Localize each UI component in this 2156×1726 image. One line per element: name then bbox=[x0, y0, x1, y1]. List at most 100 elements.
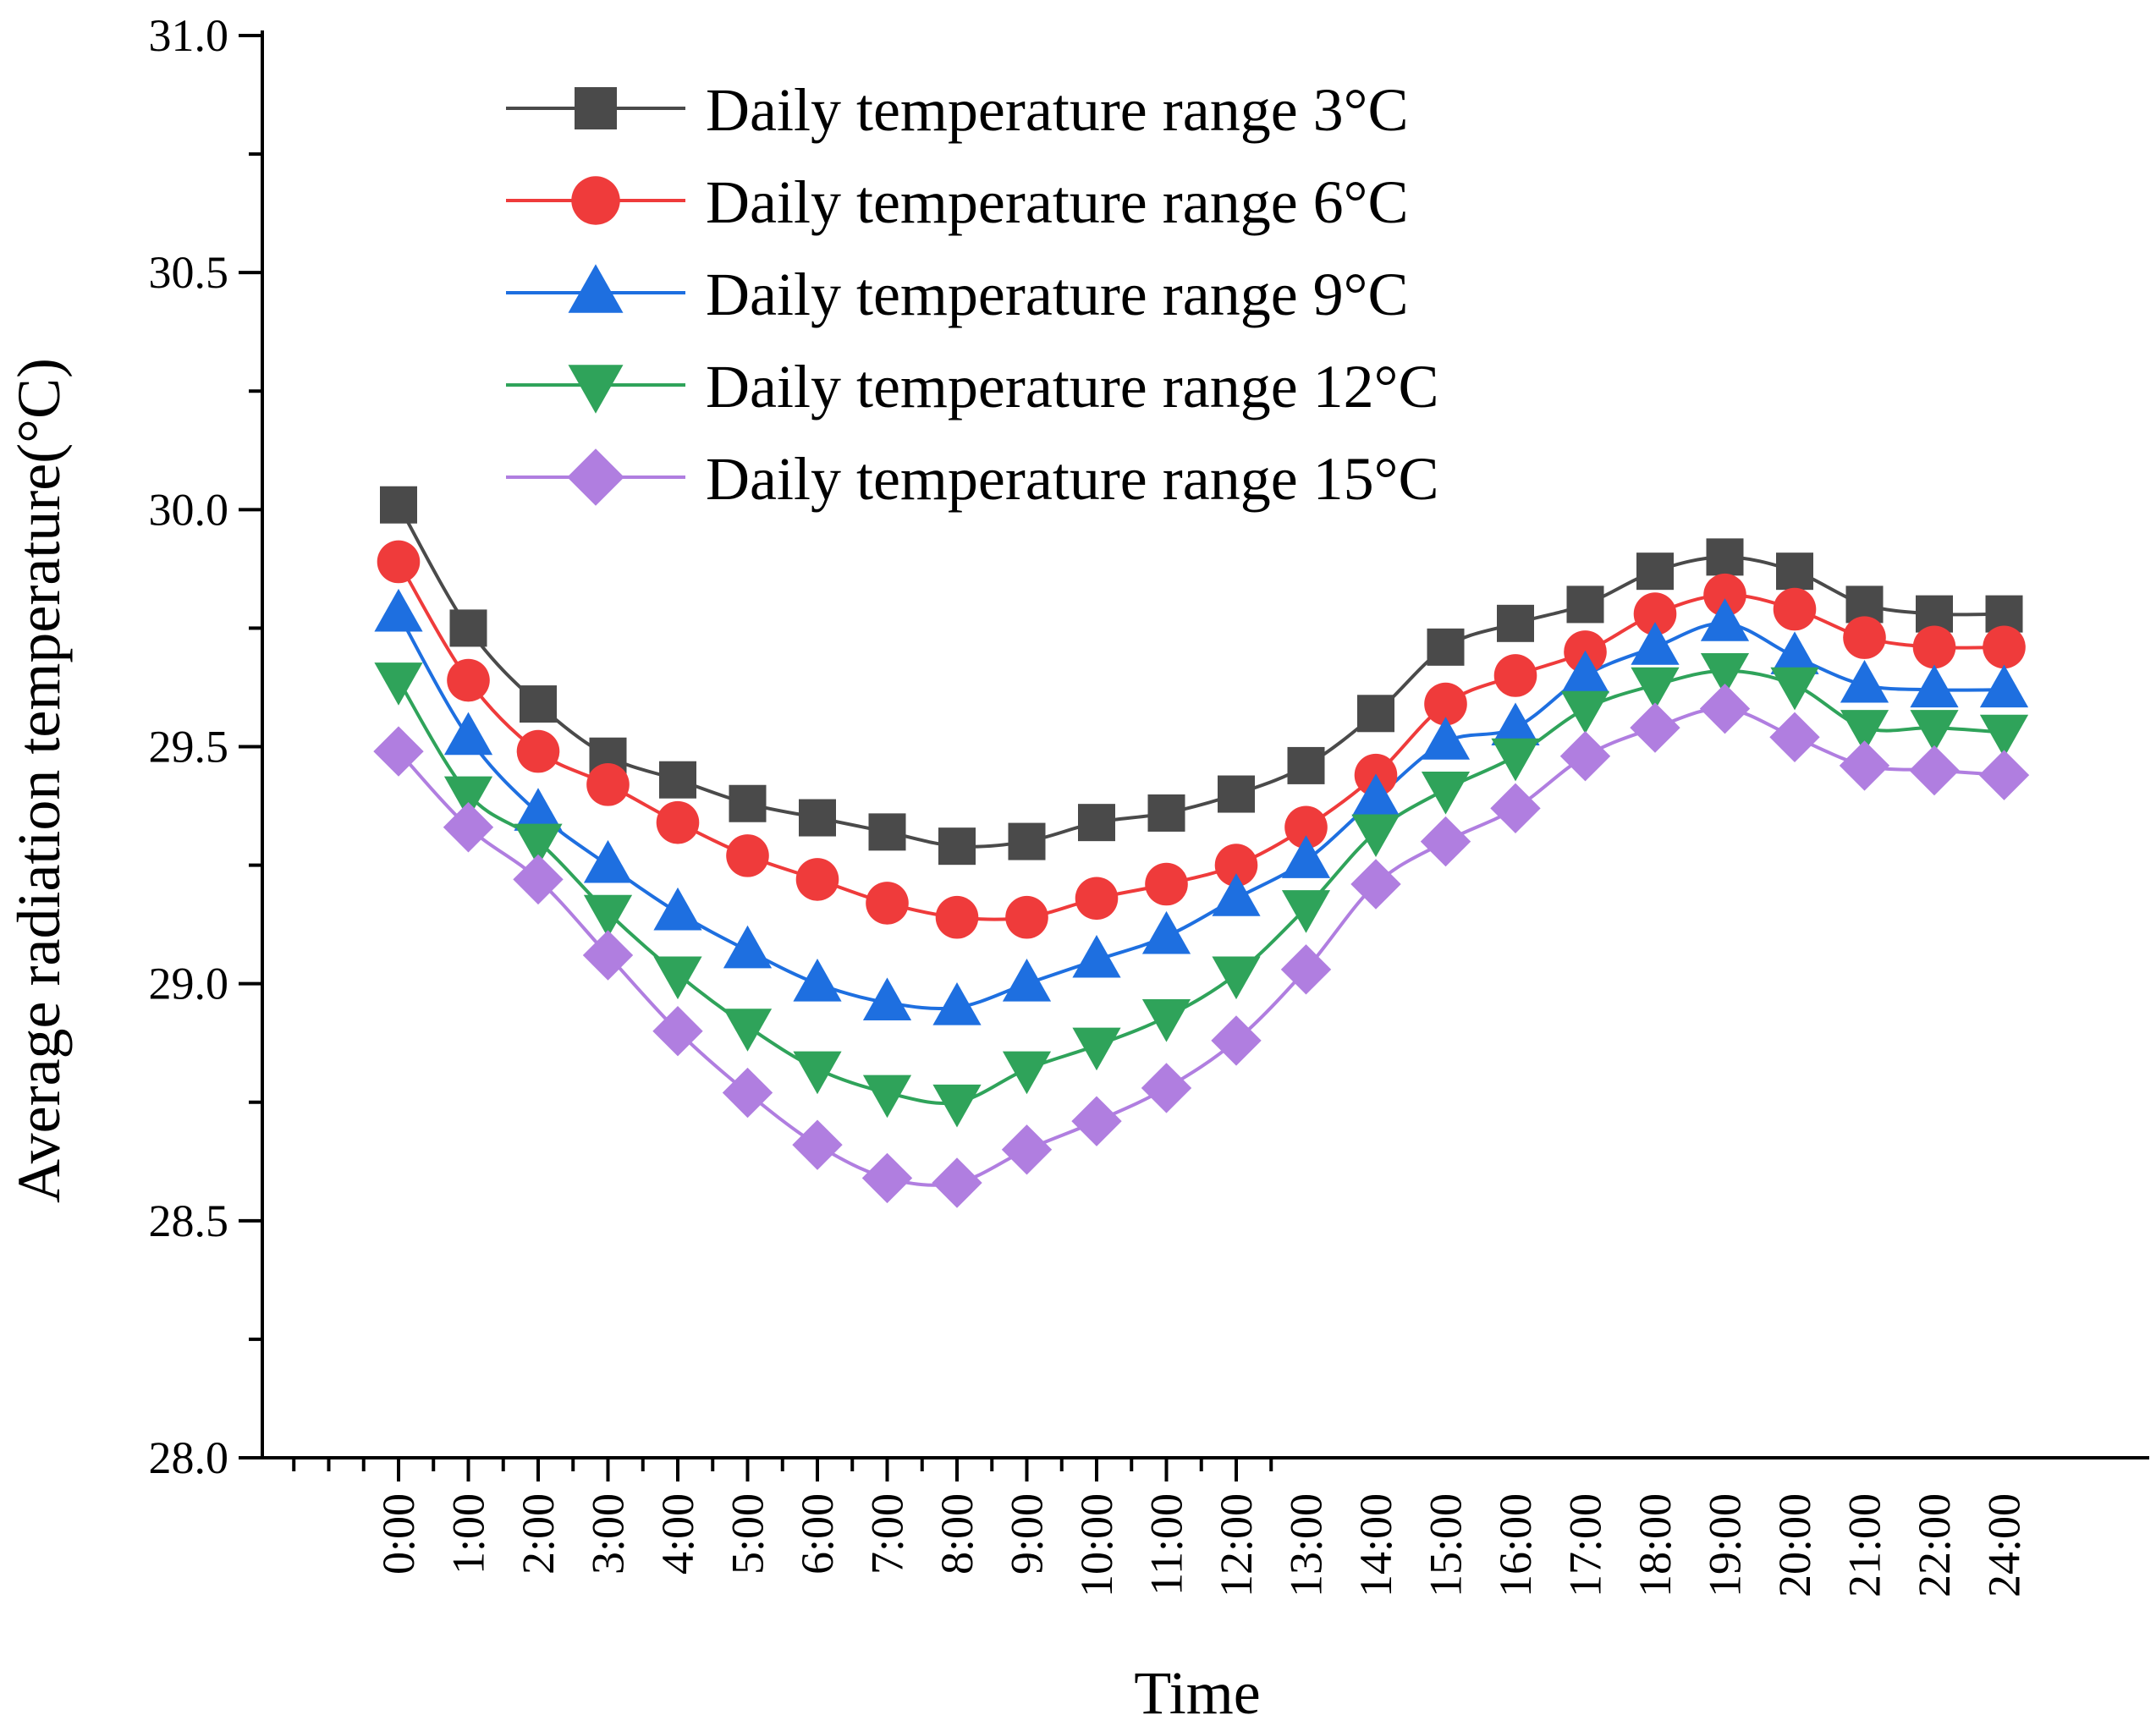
x-tick-label: 5:00 bbox=[723, 1493, 773, 1575]
data-point bbox=[1002, 958, 1052, 1002]
data-point bbox=[1770, 667, 1819, 711]
data-point bbox=[582, 930, 634, 981]
x-tick-label: 7:00 bbox=[862, 1493, 913, 1575]
x-tick-label: 14:00 bbox=[1350, 1493, 1401, 1597]
data-point bbox=[1001, 1124, 1053, 1175]
data-point bbox=[1912, 625, 1956, 669]
data-point bbox=[514, 788, 563, 831]
data-point bbox=[793, 958, 842, 1002]
data-point bbox=[1214, 844, 1258, 887]
x-tick-label: 0:00 bbox=[373, 1493, 424, 1575]
data-point bbox=[1424, 682, 1467, 726]
data-point bbox=[443, 776, 493, 820]
data-point bbox=[1776, 552, 1813, 591]
data-point bbox=[1909, 745, 1960, 796]
data-point bbox=[1491, 702, 1540, 745]
x-tick-label: 8:00 bbox=[932, 1493, 982, 1575]
data-point bbox=[792, 1119, 843, 1170]
x-tick-label: 10:00 bbox=[1071, 1493, 1122, 1597]
x-tick-label: 4:00 bbox=[652, 1493, 703, 1575]
data-point bbox=[1631, 667, 1680, 711]
data-point bbox=[374, 588, 423, 632]
data-point bbox=[1350, 859, 1401, 910]
data-point bbox=[516, 729, 560, 773]
data-point bbox=[520, 685, 557, 723]
x-tick-label: 17:00 bbox=[1560, 1493, 1611, 1597]
data-point bbox=[1560, 650, 1610, 694]
data-point bbox=[1491, 738, 1540, 782]
data-point bbox=[1005, 895, 1048, 939]
x-tick-label: 2:00 bbox=[513, 1493, 564, 1575]
y-tick-label: 30.5 bbox=[149, 247, 229, 298]
data-point bbox=[1420, 816, 1471, 867]
data-point bbox=[586, 763, 630, 806]
data-point bbox=[1490, 783, 1541, 834]
data-point bbox=[1493, 654, 1537, 697]
data-point bbox=[1421, 717, 1471, 760]
data-point bbox=[1910, 710, 1959, 753]
data-point bbox=[656, 800, 700, 844]
series-markers-group bbox=[373, 683, 2030, 1208]
data-point bbox=[1147, 794, 1185, 832]
data-point bbox=[1700, 652, 1750, 696]
series-markers bbox=[373, 486, 2030, 1208]
data-point bbox=[1212, 956, 1261, 1000]
data-point bbox=[1071, 1096, 1122, 1146]
data-point bbox=[1633, 592, 1677, 635]
data-point bbox=[1072, 1027, 1121, 1071]
data-point bbox=[866, 882, 909, 925]
data-point bbox=[1910, 664, 1959, 708]
legend-label: Daily temperature range 12°C bbox=[706, 353, 1438, 421]
data-point bbox=[795, 858, 839, 901]
data-point bbox=[726, 834, 769, 877]
data-point bbox=[1287, 746, 1325, 784]
data-point bbox=[1699, 683, 1751, 734]
x-tick-label: 1:00 bbox=[443, 1493, 494, 1575]
data-point bbox=[1284, 805, 1328, 849]
x-tick-label: 13:00 bbox=[1281, 1493, 1332, 1597]
data-point bbox=[583, 839, 633, 883]
data-point bbox=[1636, 552, 1674, 591]
data-point bbox=[1497, 604, 1534, 642]
x-tick-label: 21:00 bbox=[1840, 1493, 1890, 1597]
y-tick-label: 28.5 bbox=[149, 1196, 229, 1246]
data-point bbox=[1769, 712, 1820, 762]
legend-marker bbox=[575, 87, 617, 129]
data-point bbox=[861, 1152, 913, 1204]
data-point bbox=[862, 977, 912, 1020]
legend-marker bbox=[568, 365, 624, 414]
data-point bbox=[1141, 1063, 1192, 1113]
x-tick-label: 11:00 bbox=[1141, 1493, 1192, 1596]
data-point bbox=[1072, 934, 1121, 978]
x-tick-label: 24:00 bbox=[1979, 1493, 2030, 1597]
legend-marker bbox=[567, 448, 624, 506]
x-tick-label: 12:00 bbox=[1211, 1493, 1262, 1597]
x-tick-label: 15:00 bbox=[1421, 1493, 1471, 1597]
legend-label: Daily temperature range 6°C bbox=[706, 168, 1408, 236]
legend-label: Daily temperature range 15°C bbox=[706, 445, 1438, 513]
x-tick-label: 3:00 bbox=[583, 1493, 634, 1575]
series-markers-group bbox=[377, 540, 2026, 939]
data-point bbox=[513, 854, 564, 905]
data-point bbox=[938, 827, 976, 866]
data-point bbox=[1566, 585, 1604, 624]
data-point bbox=[514, 823, 563, 867]
data-point bbox=[1559, 731, 1611, 782]
data-point bbox=[583, 894, 633, 938]
x-tick-label: 22:00 bbox=[1909, 1493, 1960, 1597]
data-point bbox=[729, 784, 767, 822]
data-point bbox=[1421, 772, 1471, 815]
axes: 28.0 28.5 29.0 29.5 30.0 30.5 31.0 0:00 1:00 2:00… bbox=[149, 10, 2149, 1597]
x-tick-label: 9:00 bbox=[1002, 1493, 1053, 1575]
data-point bbox=[443, 802, 494, 853]
series-line bbox=[397, 613, 2005, 1011]
data-point bbox=[723, 1009, 773, 1052]
data-point bbox=[722, 1067, 773, 1119]
data-point bbox=[1631, 622, 1680, 665]
data-point bbox=[1357, 695, 1394, 733]
y-tick-label: 28.0 bbox=[149, 1432, 229, 1483]
data-point bbox=[1351, 814, 1400, 858]
data-point bbox=[723, 925, 773, 969]
data-point bbox=[374, 662, 423, 706]
